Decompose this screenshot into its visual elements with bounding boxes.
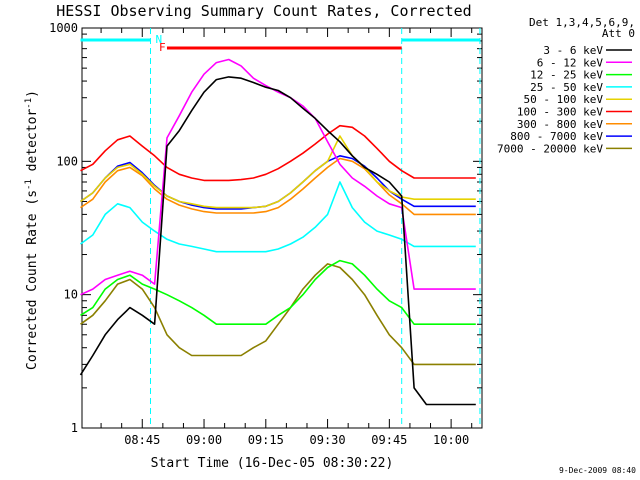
x-tick-label: 10:00: [433, 433, 469, 447]
series-line: [80, 135, 476, 209]
x-axis-label: Start Time (16-Dec-05 08:30:22): [151, 456, 394, 471]
y-axis-label: Corrected Count Rate (s-1 detector-1): [24, 90, 40, 370]
legend-label: 300 - 800 keV: [517, 118, 603, 131]
plot-frame: [81, 27, 483, 429]
y-tick-label: 10: [64, 288, 78, 302]
x-tick-label: 09:45: [371, 433, 407, 447]
flag-bar-label: F: [159, 41, 166, 54]
y-tick-label: 100: [56, 154, 78, 168]
legend-label: 6 - 12 keV: [537, 56, 604, 69]
legend-label: 25 - 50 keV: [530, 81, 603, 94]
series-line: [80, 157, 476, 216]
flag-bar-label: N: [155, 33, 162, 46]
plot-area: 1 10 100 1000 08:45 09:00 09:15 09:30 09:45 10:00…: [49, 21, 483, 447]
y-axis-label-close: ): [25, 90, 40, 98]
legend-label: 12 - 25 keV: [530, 69, 603, 82]
y-tick-label: 1000: [49, 21, 78, 35]
legend-title-line1: Det 1,3,4,5,6,9,: [529, 16, 635, 29]
y-axis-label-exp1: -1: [24, 179, 34, 190]
legend-label: 50 - 100 keV: [524, 93, 604, 106]
series-line: [80, 124, 476, 182]
timestamp: 9-Dec-2009 08:40: [559, 466, 636, 475]
y-tick-label: 1: [71, 421, 78, 435]
series-line: [80, 181, 476, 253]
x-tick-label: 09:30: [310, 433, 346, 447]
y-axis-label-text: Corrected Count Rate (s: [25, 190, 40, 370]
legend-label: 100 - 300 keV: [517, 106, 603, 119]
x-tick-label: 08:45: [124, 433, 160, 447]
series-line: [80, 263, 476, 366]
y-axis-label-exp2: -1: [24, 98, 34, 109]
legend-label: 3 - 6 keV: [543, 44, 603, 57]
chart-title: HESSI Observing Summary Count Rates, Cor…: [56, 2, 471, 20]
series-line: [79, 76, 476, 406]
x-tick-label: 09:00: [186, 433, 222, 447]
legend-label: 800 - 7000 keV: [510, 130, 603, 143]
y-axis-label-mid: detector: [25, 109, 40, 180]
x-tick-label: 09:15: [248, 433, 284, 447]
legend-title-line2: Att 0: [602, 27, 635, 40]
legend-label: 7000 - 20000 keV: [497, 142, 603, 155]
series-line: [80, 58, 476, 296]
